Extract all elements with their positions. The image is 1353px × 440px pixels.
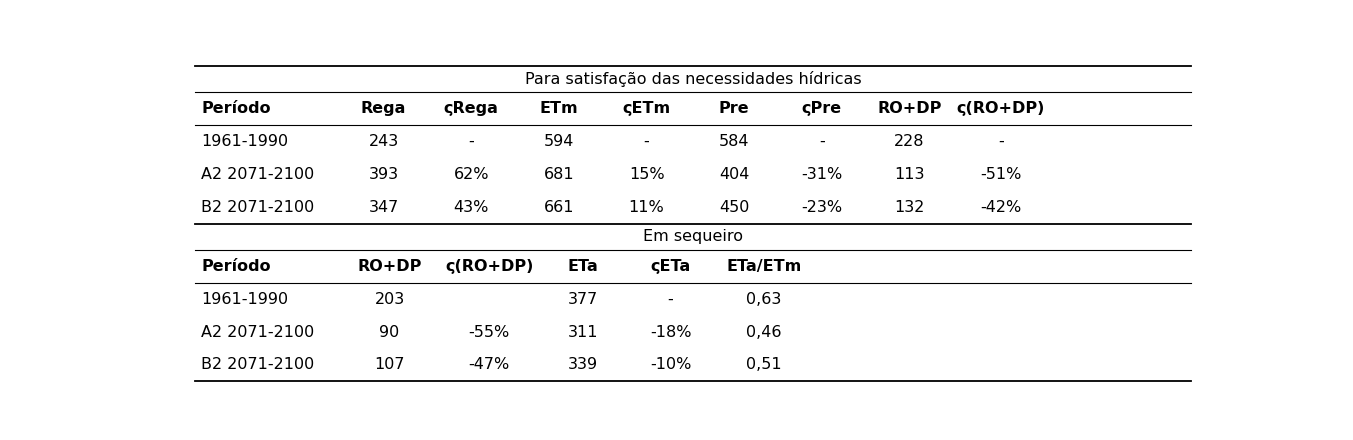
Text: RO+DP: RO+DP: [877, 101, 942, 116]
Text: -: -: [644, 134, 649, 149]
Text: 62%: 62%: [453, 167, 488, 182]
Text: 1961-1990: 1961-1990: [202, 134, 288, 149]
Text: 43%: 43%: [453, 200, 488, 215]
Text: -23%: -23%: [801, 200, 843, 215]
Text: 0,46: 0,46: [747, 325, 782, 340]
Text: RO+DP: RO+DP: [357, 259, 422, 274]
Text: ETm: ETm: [540, 101, 578, 116]
Text: 228: 228: [894, 134, 925, 149]
Text: -: -: [468, 134, 474, 149]
Text: 404: 404: [718, 167, 750, 182]
Text: -31%: -31%: [801, 167, 843, 182]
Text: 243: 243: [368, 134, 399, 149]
Text: -18%: -18%: [649, 325, 691, 340]
Text: 681: 681: [544, 167, 574, 182]
Text: ςPre: ςPre: [802, 101, 842, 116]
Text: 0,51: 0,51: [747, 357, 782, 372]
Text: B2 2071-2100: B2 2071-2100: [202, 200, 314, 215]
Text: ETa: ETa: [567, 259, 598, 274]
Text: 15%: 15%: [629, 167, 664, 182]
Text: -47%: -47%: [468, 357, 510, 372]
Text: -42%: -42%: [980, 200, 1022, 215]
Text: 584: 584: [718, 134, 750, 149]
Text: Período: Período: [202, 101, 271, 116]
Text: -: -: [819, 134, 825, 149]
Text: 11%: 11%: [629, 200, 664, 215]
Text: 311: 311: [568, 325, 598, 340]
Text: 377: 377: [568, 292, 598, 307]
Text: Em sequeiro: Em sequeiro: [644, 229, 743, 244]
Text: 113: 113: [894, 167, 925, 182]
Text: 203: 203: [375, 292, 405, 307]
Text: A2 2071-2100: A2 2071-2100: [202, 167, 314, 182]
Text: ς(RO+DP): ς(RO+DP): [957, 101, 1045, 116]
Text: ςETa: ςETa: [651, 259, 690, 274]
Text: ςRega: ςRega: [444, 101, 499, 116]
Text: 107: 107: [375, 357, 405, 372]
Text: -10%: -10%: [649, 357, 691, 372]
Text: 1961-1990: 1961-1990: [202, 292, 288, 307]
Text: 339: 339: [568, 357, 598, 372]
Text: Rega: Rega: [361, 101, 406, 116]
Text: ς(RO+DP): ς(RO+DP): [445, 259, 533, 274]
Text: -: -: [667, 292, 674, 307]
Text: 132: 132: [894, 200, 924, 215]
Text: 393: 393: [368, 167, 399, 182]
Text: -51%: -51%: [980, 167, 1022, 182]
Text: 594: 594: [544, 134, 574, 149]
Text: Pre: Pre: [718, 101, 750, 116]
Text: 661: 661: [544, 200, 574, 215]
Text: ςETm: ςETm: [622, 101, 671, 116]
Text: Período: Período: [202, 259, 271, 274]
Text: 450: 450: [718, 200, 750, 215]
Text: -: -: [999, 134, 1004, 149]
Text: ETa/ETm: ETa/ETm: [727, 259, 802, 274]
Text: 90: 90: [379, 325, 399, 340]
Text: Para satisfação das necessidades hídricas: Para satisfação das necessidades hídrica…: [525, 71, 862, 87]
Text: 0,63: 0,63: [747, 292, 782, 307]
Text: B2 2071-2100: B2 2071-2100: [202, 357, 314, 372]
Text: 347: 347: [368, 200, 399, 215]
Text: A2 2071-2100: A2 2071-2100: [202, 325, 314, 340]
Text: -55%: -55%: [468, 325, 510, 340]
